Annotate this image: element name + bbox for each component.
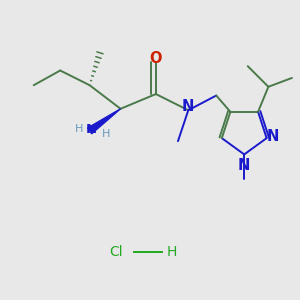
Text: Cl: Cl — [109, 244, 123, 259]
Text: H: H — [75, 124, 84, 134]
Text: N: N — [267, 129, 279, 144]
Text: H: H — [101, 129, 110, 140]
Text: N: N — [85, 123, 97, 136]
Polygon shape — [88, 109, 121, 134]
Text: H: H — [167, 244, 177, 259]
Text: N: N — [182, 99, 194, 114]
Text: O: O — [150, 51, 162, 66]
Text: N: N — [238, 158, 250, 173]
